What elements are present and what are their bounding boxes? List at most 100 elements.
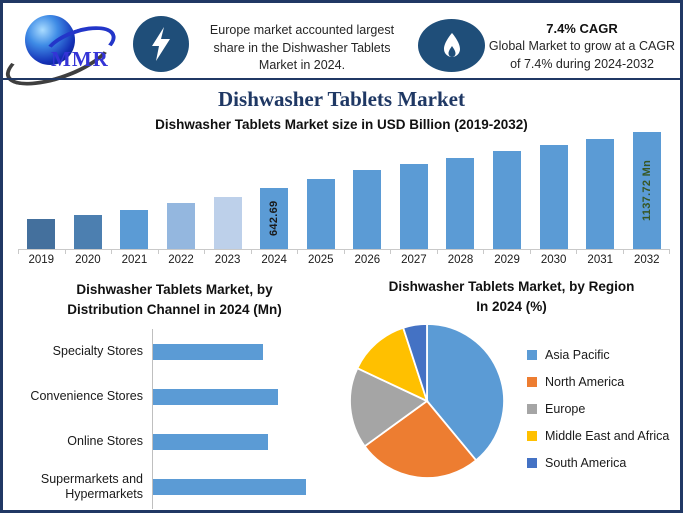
pie-slice-europe — [349, 367, 429, 448]
year-label-2027: 2027 — [401, 254, 427, 266]
hbar-online-stores — [153, 433, 268, 450]
bar-2020 — [73, 215, 102, 249]
mmr-logo: MMR — [3, 13, 129, 97]
flame-glyph — [443, 32, 460, 57]
bar-cell-2025 — [297, 132, 344, 249]
legend-label-middle-east-and-africa: Middle East and Africa — [545, 428, 670, 443]
region-chart-title: Dishwasher Tablets Market, by Region In … — [343, 277, 680, 316]
bar-cell-2020 — [65, 132, 112, 249]
bar-cell-2022 — [158, 132, 205, 249]
bar-track-online-stores — [152, 419, 341, 465]
header-highlight-europe: Europe market accounted largest share in… — [209, 23, 395, 72]
region-chart-title-line1: Dishwasher Tablets Market, by Region — [388, 279, 635, 294]
usd-chart-title: Dishwasher Tablets Market size in USD Bi… — [155, 117, 528, 132]
axis-tick — [205, 249, 252, 254]
bar-2029 — [493, 151, 522, 249]
year-label-2023: 2023 — [214, 254, 241, 266]
year-label-2031: 2031 — [587, 254, 614, 266]
category-label-online-stores: Online Stores — [67, 434, 143, 449]
region-chart-title-line2: In 2024 (%) — [476, 298, 547, 314]
bar-track-specialty-stores — [152, 329, 341, 375]
legend-label-north-america: North America — [545, 374, 625, 389]
bar-2023 — [213, 197, 242, 249]
region-pie-chart: Dishwasher Tablets Market, by Region In … — [343, 277, 680, 507]
cagr-heading: 7.4% CAGR — [546, 21, 618, 36]
bar-cell-2019 — [18, 132, 65, 249]
category-label-supermarkets-and-hypermarkets: Supermarkets and Hypermarkets — [40, 471, 143, 501]
legend-label-asia-pacific: Asia Pacific — [545, 347, 610, 362]
axis-tick — [531, 249, 577, 254]
pie-slice-south-america — [402, 323, 428, 402]
bar-2031 — [586, 139, 615, 249]
year-label-2025: 2025 — [307, 254, 334, 266]
bar-2025 — [306, 179, 335, 249]
axis-tick — [252, 249, 298, 254]
cagr-text: Global Market to grow at a CAGR of 7.4% … — [488, 39, 676, 71]
bar-track-supermarkets-and-hypermarkets — [152, 464, 341, 510]
axis-tick — [577, 249, 624, 254]
bar-cell-2032: 1137.72 Mn — [624, 132, 671, 249]
bar-2028 — [446, 158, 475, 249]
distribution-row-supermarkets-and-hypermarkets: Supermarkets and Hypermarkets — [8, 464, 341, 510]
category-label-convenience-stores: Convenience Stores — [30, 389, 143, 404]
bar-cell-2030 — [530, 132, 577, 249]
pie-legend: Asia Pacific North America Europe Middle Ea… — [527, 341, 669, 476]
distribution-channel-chart: Dishwasher Tablets Market, by Distributi… — [8, 280, 341, 510]
usd-axis-ticks — [18, 249, 670, 254]
legend-item-asia-pacific: Asia Pacific — [527, 341, 669, 368]
legend-swatch-middle-east-and-africa — [527, 430, 537, 441]
logo-text: MMR — [51, 47, 109, 71]
bar-cell-2026 — [344, 132, 391, 249]
legend-swatch-south-america — [527, 457, 537, 468]
axis-tick — [18, 249, 66, 254]
bar-2027 — [399, 164, 428, 249]
distribution-row-online-stores: Online Stores — [8, 419, 341, 465]
pie-slice-middle-east-and-africa — [356, 326, 429, 403]
bar-value-label-2024: 642.69 — [268, 200, 281, 237]
axis-tick — [112, 249, 159, 254]
legend-item-south-america: South America — [527, 449, 669, 476]
legend-label-south-america: South America — [545, 455, 627, 470]
header: MMR Europe market accounted largest shar… — [3, 3, 680, 97]
axis-tick — [438, 249, 484, 254]
legend-item-middle-east-and-africa: Middle East and Africa — [527, 422, 669, 449]
year-label-2026: 2026 — [354, 254, 381, 266]
bar-cell-2031 — [577, 132, 624, 249]
pie-slice-north-america — [363, 399, 478, 479]
header-divider — [3, 78, 680, 80]
bar-cell-2021 — [111, 132, 158, 249]
bar-2022 — [167, 203, 196, 249]
legend-swatch-europe — [527, 403, 537, 414]
flame-icon — [418, 19, 485, 72]
legend-item-europe: Europe — [527, 395, 669, 422]
bar-2026 — [353, 170, 382, 249]
pie-svg — [349, 323, 505, 479]
year-label-2032: 2032 — [634, 254, 660, 266]
bar-2032: 1137.72 Mn — [632, 132, 661, 249]
year-label-2028: 2028 — [447, 254, 474, 266]
axis-tick — [298, 249, 345, 254]
axis-tick — [159, 249, 205, 254]
axis-tick — [624, 249, 670, 254]
bar-cell-2028 — [437, 132, 484, 249]
bar-2030 — [539, 145, 568, 249]
bar-2021 — [120, 210, 149, 249]
bar-cell-2027 — [391, 132, 438, 249]
bar-cell-2029 — [484, 132, 531, 249]
axis-tick — [391, 249, 438, 254]
year-label-2021: 2021 — [121, 254, 148, 266]
distribution-chart-title: Dishwasher Tablets Market, by Distributi… — [8, 280, 341, 319]
axis-tick — [66, 249, 112, 254]
distribution-row-specialty-stores: Specialty Stores — [8, 329, 341, 375]
bar-track-convenience-stores — [152, 374, 341, 420]
distribution-chart-rows: Specialty Stores Convenience Stores Online… — [8, 329, 341, 510]
page-title: Dishwasher Tablets Market — [218, 87, 465, 111]
legend-label-europe: Europe — [545, 401, 586, 416]
category-label-specialty-stores: Specialty Stores — [52, 344, 143, 359]
lightning-bolt-icon — [133, 16, 189, 72]
axis-tick — [484, 249, 531, 254]
lightning-bolt-glyph — [152, 27, 170, 61]
hbar-specialty-stores — [153, 343, 263, 360]
bar-value-label-2032: 1137.72 Mn — [640, 159, 653, 222]
